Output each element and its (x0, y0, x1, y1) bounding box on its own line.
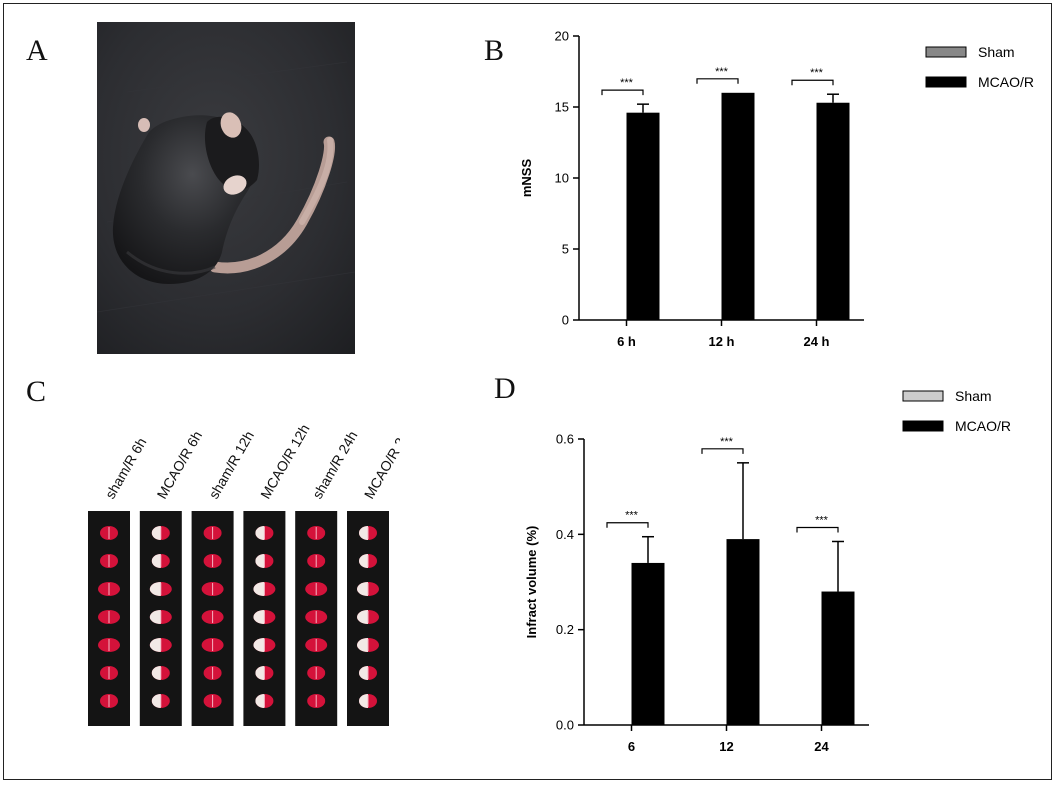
mcao-bar (816, 102, 850, 321)
y-tick-label: 15 (555, 100, 569, 115)
panel-c-letter: C (26, 375, 47, 408)
mouse-photo (97, 22, 355, 354)
fur-highlight (126, 250, 216, 275)
infarct-region (357, 582, 368, 596)
strip-label: sham/R 12h (205, 428, 257, 501)
mouse-ear-top (220, 112, 242, 138)
legend-label: Sham (955, 388, 992, 404)
infarct-region (357, 638, 368, 652)
legend-swatch (925, 76, 967, 88)
significance-stars: *** (720, 436, 734, 448)
infarct-region (151, 554, 161, 568)
infarct-region (149, 582, 161, 596)
x-tick-label: 6 (628, 739, 635, 754)
mouse-paw (138, 118, 150, 132)
y-tick-label: 0.0 (556, 718, 574, 733)
ttc-slices-panel: sham/R 6h MCAO/R 6h sham/R 12h MCAO/R 12hsh… (88, 421, 400, 726)
significance-stars: *** (810, 67, 824, 79)
y-axis-label: mNSS (519, 159, 534, 198)
strip-label: MCAO/R 24h (361, 421, 400, 501)
infarct-region (151, 694, 161, 708)
x-tick-label: 6 h (617, 334, 636, 349)
mcao-bar (726, 539, 760, 725)
significance-stars: *** (715, 66, 729, 78)
panel-a-letter: A (26, 34, 48, 67)
significance-bracket (601, 89, 644, 96)
chart-d: 0.0 0.2 0.4 0.6 Infract volume (%) 6 *** 12 *** 2… (524, 388, 1011, 754)
significance-stars: *** (620, 77, 634, 89)
infarct-region (149, 610, 161, 624)
mcao-bar (631, 562, 665, 725)
infarct-region (253, 610, 265, 624)
legend-label: MCAO/R (978, 74, 1034, 90)
significance-bracket (606, 522, 649, 528)
y-tick-label: 0.2 (556, 622, 574, 637)
significance-bracket (791, 79, 834, 86)
x-tick-label: 24 h (803, 334, 829, 349)
y-tick-label: 5 (562, 242, 569, 257)
strip-label: MCAO/R 12h (257, 421, 312, 501)
infarct-region (253, 582, 265, 596)
mcao-bar (626, 112, 660, 321)
y-tick-label: 0.6 (556, 432, 574, 447)
y-axis-label: Infract volume (%) (524, 526, 539, 639)
mouse-ear-side (223, 175, 247, 195)
y-tick-label: 20 (555, 29, 569, 44)
panel-b-letter: B (484, 34, 505, 67)
infarct-region (255, 554, 265, 568)
significance-bracket (701, 448, 744, 454)
significance-stars: *** (625, 510, 639, 522)
significance-stars: *** (815, 514, 829, 526)
legend-label: MCAO/R (955, 418, 1011, 434)
infarct-region (359, 554, 368, 568)
mcao-bar (821, 591, 855, 725)
infarct-region (151, 526, 161, 540)
mcao-bar (721, 92, 755, 320)
mouse-head (204, 116, 260, 191)
infarct-region (359, 694, 368, 708)
legend-swatch (902, 420, 944, 432)
mouse-tail (299, 137, 334, 225)
infarct-region (357, 610, 368, 624)
chart-b: 0 5 10 15 20 mNSS 6 h *** 12 h *** 24 h *** Sham MCAO… (519, 29, 1034, 350)
x-tick-label: 12 h (708, 334, 734, 349)
infarct-region (149, 638, 161, 652)
legend-swatch (925, 46, 967, 58)
significance-bracket (696, 78, 739, 84)
panel-d-letter: D (494, 372, 516, 405)
infarct-region (255, 694, 265, 708)
x-tick-label: 24 (814, 739, 829, 754)
strip-label: MCAO/R 6h (154, 428, 206, 501)
infarct-region (359, 526, 368, 540)
figure-frame (3, 3, 1052, 780)
y-tick-label: 0.4 (556, 527, 574, 542)
legend-swatch (902, 390, 944, 402)
infarct-region (255, 526, 265, 540)
strip-label: sham/R 6h (102, 435, 150, 502)
x-tick-label: 12 (719, 739, 733, 754)
y-tick-label: 0 (562, 313, 569, 328)
legend-label: Sham (978, 44, 1015, 60)
infarct-region (151, 666, 161, 680)
infarct-region (359, 666, 368, 680)
significance-bracket (796, 526, 839, 533)
y-tick-label: 10 (555, 171, 569, 186)
infarct-region (255, 666, 265, 680)
strip-label: sham/R 24h (309, 428, 361, 501)
infarct-region (253, 638, 265, 652)
